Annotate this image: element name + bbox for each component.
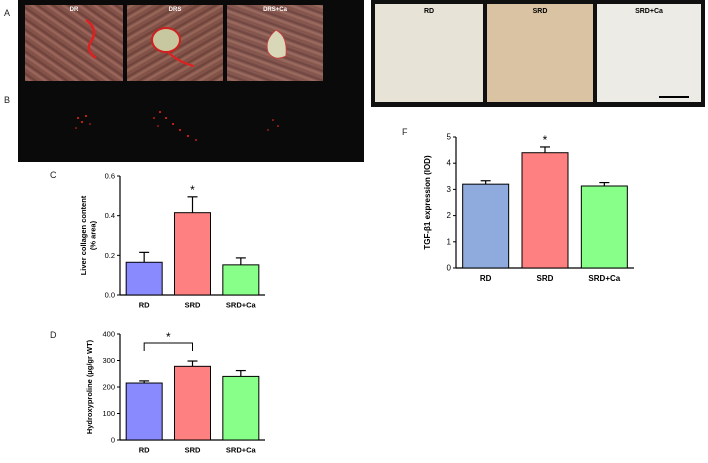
y-tick-label: 100	[102, 409, 115, 418]
y-tick-label: 4	[447, 159, 452, 168]
y-axis-label: TGF-β1 expression (IOD)	[423, 155, 432, 250]
y-axis-label: Liver collagen content	[79, 195, 88, 275]
y-tick-label: 0.6	[105, 172, 115, 181]
bar-rd	[125, 382, 163, 441]
chart-tgfb1: 0 1 2 3 4 5 TGF-β1 expression (IOD) RD SRD SRD+Ca…	[423, 133, 634, 283]
x-tick-label: RD	[480, 274, 492, 283]
bar-srd-ca	[580, 185, 628, 269]
vein-drs	[151, 27, 181, 53]
bar-srd	[174, 212, 211, 296]
micrograph-overlay	[75, 18, 287, 141]
x-tick-label: SRD+Ca	[226, 301, 257, 310]
fluorescence-dr	[75, 115, 91, 129]
panel-letter-a: A	[4, 8, 11, 18]
micrograph-dr	[25, 5, 123, 81]
vein-drsca	[266, 29, 287, 59]
ihc-title-rd: RD	[423, 8, 435, 15]
ihc-title-srdca: SRD+Ca	[635, 8, 663, 15]
chart-collagen: 0.0 0.2 0.4 0.6 Liver collagen content (% are…	[79, 172, 265, 310]
x-tick-label: RD	[139, 301, 150, 310]
significance-bracket	[143, 342, 193, 352]
y-axis-label: (% area)	[89, 220, 98, 250]
bar-srd	[521, 152, 569, 269]
panel-letter-c: C	[50, 170, 57, 180]
ihc-image-rd	[375, 4, 483, 102]
fluorescence-drsca	[267, 119, 279, 131]
ihc-image-srd	[487, 4, 593, 102]
significance-star: *	[190, 183, 195, 197]
chart-hydroxyproline: 0 100 200 300 400 Hydroxyproline (µg/gr WT) RD…	[85, 330, 265, 455]
ihc-image-srdca	[597, 4, 701, 102]
y-axis-label: Hydroxyproline (µg/gr WT)	[85, 339, 94, 434]
x-tick-label: SRD+Ca	[226, 446, 257, 455]
y-tick-label: 0.2	[105, 251, 115, 260]
bar-rd	[462, 183, 510, 269]
y-tick-label: 1	[447, 237, 452, 246]
y-tick-label: 300	[102, 356, 115, 365]
x-tick-label: SRD	[537, 274, 554, 283]
micrograph-title-dr: DR	[69, 7, 79, 13]
micrograph-title-drsca: DRS+Ca	[263, 7, 287, 13]
significance-star: *	[543, 133, 548, 147]
y-tick-label: 0.0	[105, 291, 115, 300]
micrograph-title-drs: DRS	[168, 7, 182, 13]
y-tick-label: 400	[102, 330, 115, 339]
y-tick-label: 5	[447, 133, 452, 142]
panel-letter-d: D	[50, 330, 57, 340]
micrograph-strip: DR DRS DRS+Ca	[18, 0, 364, 162]
panel-letter-f: F	[402, 127, 408, 137]
bar-srd-ca	[222, 375, 260, 441]
panel-letter-b: B	[4, 95, 11, 105]
fluorescence-drs	[153, 111, 197, 141]
vein-dr	[85, 18, 97, 60]
x-tick-label: SRD+Ca	[588, 274, 620, 283]
bar-rd	[125, 261, 163, 296]
x-tick-label: SRD	[185, 301, 201, 310]
significance-star: *	[166, 330, 171, 344]
y-tick-label: 0	[111, 436, 115, 445]
bar-srd-ca	[222, 264, 260, 296]
y-tick-label: 0.4	[105, 211, 115, 220]
x-tick-label: RD	[139, 446, 150, 455]
scale-bar	[659, 96, 689, 98]
vein-drs-stain	[167, 51, 195, 67]
y-tick-label: 0	[447, 264, 452, 273]
x-tick-label: SRD	[185, 446, 201, 455]
y-tick-label: 2	[447, 211, 452, 220]
y-tick-label: 3	[447, 185, 452, 194]
bar-srd	[174, 365, 211, 441]
y-tick-label: 200	[102, 383, 115, 392]
ihc-title-srd: SRD	[532, 8, 548, 15]
ihc-strip: RD SRD SRD+Ca	[371, 0, 705, 107]
